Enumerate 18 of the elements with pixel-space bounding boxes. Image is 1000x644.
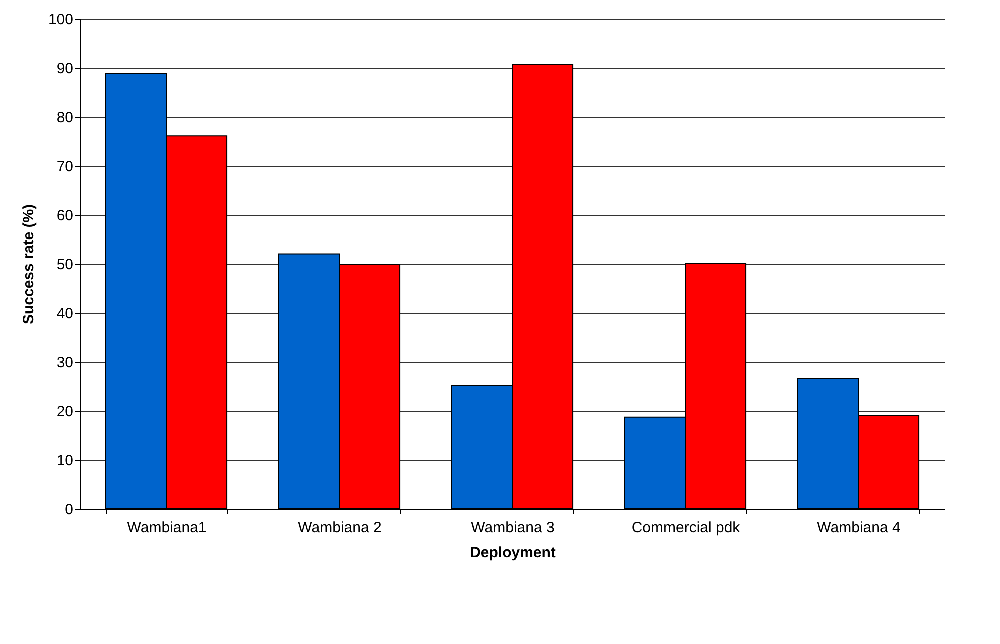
y-tick-label: 100 — [48, 12, 74, 28]
x-tick-label: Wambiana1 — [127, 520, 207, 536]
y-tick-label: 30 — [56, 354, 74, 372]
x-tick-label: Wambiana 4 — [817, 520, 901, 536]
x-tick-label: Commercial pdk — [632, 520, 741, 536]
y-tick-label: 60 — [56, 208, 74, 224]
y-tick-label: 90 — [56, 60, 74, 78]
y-tick-label: 80 — [56, 110, 74, 126]
x-axis-title: Deployment — [470, 544, 556, 562]
y-axis-title: Success rate (%) — [20, 204, 38, 325]
y-tick-label: 10 — [56, 452, 74, 470]
y-tick-label: 50 — [56, 256, 74, 274]
x-tick-label: Wambiana 2 — [298, 520, 382, 536]
x-tick-label: Wambiana 3 — [471, 520, 555, 536]
y-tick-label: 40 — [56, 306, 74, 322]
y-tick-label: 0 — [65, 502, 74, 518]
y-tick-label: 20 — [56, 404, 74, 420]
y-tick-label: 70 — [56, 158, 74, 176]
